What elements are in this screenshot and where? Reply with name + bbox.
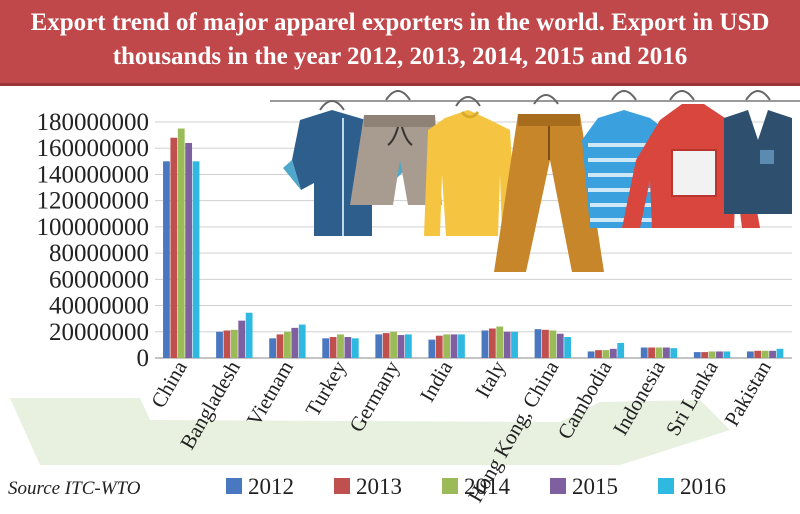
bar-2013 [435, 335, 443, 358]
bar-2013 [382, 333, 390, 358]
bar-2013 [595, 350, 602, 358]
bar-2012 [322, 338, 330, 358]
bar-2015 [291, 327, 299, 358]
legend-swatch [442, 478, 458, 494]
legend-swatch [334, 478, 350, 494]
bar-2013 [170, 137, 178, 358]
bar-2015 [662, 347, 670, 358]
legend-swatch [550, 478, 566, 494]
legend-label: 2013 [356, 474, 402, 499]
y-tick-label: 180000000 [37, 109, 150, 136]
bar-2012 [481, 330, 489, 358]
legend-label: 2016 [680, 474, 726, 499]
bar-2013 [542, 329, 549, 358]
bar-2012 [534, 329, 542, 358]
bar-2014 [337, 334, 344, 358]
shorts-icon [350, 90, 442, 205]
y-tick-label: 0 [137, 345, 150, 372]
bar-2016 [458, 334, 465, 358]
y-tick-label: 140000000 [37, 161, 150, 188]
bar-2013 [329, 337, 337, 358]
y-tick-label: 60000000 [49, 266, 149, 293]
bar-2016 [298, 324, 306, 358]
x-tick-label: Pakistan [719, 356, 776, 430]
bar-2012 [693, 352, 701, 358]
bar-2014 [708, 351, 716, 358]
x-tick-label: China [146, 356, 192, 412]
bar-2015 [344, 337, 352, 358]
source-note: Source ITC-WTO [8, 478, 141, 499]
bar-2014 [390, 331, 397, 358]
title-banner: Export trend of major apparel exporters … [0, 0, 800, 86]
bar-2012 [428, 339, 436, 358]
bar-2013 [276, 334, 284, 358]
bar-2013 [488, 328, 496, 358]
bar-2014 [761, 350, 769, 358]
bar-2012 [746, 351, 754, 358]
legend-swatch [658, 478, 674, 494]
ship-icon [10, 398, 730, 465]
x-tick-label: Turkey [300, 356, 351, 420]
x-tick-label: Italy [470, 356, 510, 402]
bar-2014 [230, 329, 238, 358]
bar-2012 [269, 338, 277, 358]
bar-2016 [670, 348, 678, 358]
bar-2014 [177, 128, 185, 358]
trousers-icon [494, 94, 604, 272]
bar-2016 [776, 348, 784, 358]
legend-label: 2015 [572, 474, 618, 499]
y-tick-label: 20000000 [49, 319, 149, 346]
legend-swatch [226, 478, 242, 494]
bar-2014 [602, 350, 610, 358]
bar-2015 [769, 350, 776, 358]
bar-2015 [397, 335, 405, 358]
bar-2015 [716, 351, 723, 358]
bar-2013 [648, 347, 655, 358]
legend-label: 2012 [248, 474, 294, 499]
y-tick-label: 100000000 [37, 214, 150, 241]
bar-2012 [375, 334, 383, 358]
bar-2014 [284, 331, 291, 358]
bar-2013 [701, 352, 709, 358]
bar-2016 [564, 337, 572, 358]
vest-icon [724, 90, 792, 214]
bar-2015 [238, 320, 246, 358]
y-tick-label: 120000000 [37, 188, 150, 215]
bar-2013 [754, 350, 762, 358]
bar-2015 [450, 334, 458, 358]
bar-2015 [609, 348, 617, 358]
y-tick-label: 40000000 [49, 293, 149, 320]
bar-2012 [163, 161, 170, 358]
bar-2016 [245, 312, 253, 358]
bar-2014 [443, 334, 451, 358]
bar-2012 [216, 331, 223, 358]
bar-2016 [723, 351, 731, 358]
x-tick-label: India [415, 356, 458, 406]
chart-title: Export trend of major apparel exporters … [30, 9, 770, 70]
bar-2016 [404, 334, 412, 358]
legend-label: 2014 [464, 474, 511, 499]
y-tick-label: 160000000 [37, 135, 150, 162]
y-tick-label: 80000000 [49, 240, 149, 267]
bar-2015 [556, 333, 564, 358]
x-tick-label: Vietnam [242, 357, 298, 431]
bar-2016 [511, 331, 518, 358]
bar-2016 [617, 342, 625, 358]
bar-2014 [496, 326, 504, 358]
bar-2012 [587, 351, 595, 358]
bar-2015 [185, 142, 193, 358]
bar-2014 [655, 347, 663, 358]
bar-2013 [223, 330, 231, 358]
clothes-illustration [270, 90, 800, 272]
bar-2016 [351, 338, 359, 358]
sweater-icon [424, 96, 516, 236]
bar-2016 [192, 161, 200, 358]
bar-2012 [640, 347, 648, 358]
bar-2014 [549, 330, 557, 358]
bar-2015 [503, 331, 511, 358]
